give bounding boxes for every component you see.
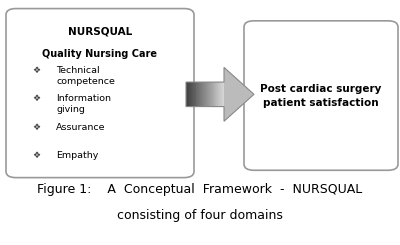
FancyBboxPatch shape <box>244 21 398 170</box>
Polygon shape <box>186 82 187 107</box>
Polygon shape <box>192 82 193 107</box>
Polygon shape <box>221 82 222 107</box>
Polygon shape <box>214 82 216 107</box>
Polygon shape <box>206 82 207 107</box>
Polygon shape <box>190 82 191 107</box>
Polygon shape <box>220 82 221 107</box>
Text: consisting of four domains: consisting of four domains <box>117 209 283 222</box>
Polygon shape <box>213 82 214 107</box>
Text: Figure 1:    A  Conceptual  Framework  -  NURSQUAL: Figure 1: A Conceptual Framework - NURSQ… <box>37 183 363 196</box>
Polygon shape <box>194 82 196 107</box>
Polygon shape <box>224 67 254 121</box>
Polygon shape <box>212 82 213 107</box>
Polygon shape <box>223 82 224 107</box>
Polygon shape <box>201 82 202 107</box>
Text: ❖: ❖ <box>32 122 40 132</box>
Polygon shape <box>211 82 212 107</box>
Text: Empathy: Empathy <box>56 151 98 160</box>
Polygon shape <box>196 82 198 107</box>
Polygon shape <box>207 82 208 107</box>
Polygon shape <box>216 82 217 107</box>
Polygon shape <box>193 82 194 107</box>
Text: Quality Nursing Care: Quality Nursing Care <box>42 49 158 59</box>
Text: Information
giving: Information giving <box>56 94 111 114</box>
Polygon shape <box>205 82 206 107</box>
FancyBboxPatch shape <box>6 9 194 178</box>
Text: Technical
competence: Technical competence <box>56 66 115 86</box>
Polygon shape <box>198 82 199 107</box>
Polygon shape <box>189 82 190 107</box>
Polygon shape <box>222 82 223 107</box>
Polygon shape <box>188 82 189 107</box>
Text: Post cardiac surgery
patient satisfaction: Post cardiac surgery patient satisfactio… <box>260 84 382 108</box>
Polygon shape <box>219 82 220 107</box>
Polygon shape <box>191 82 192 107</box>
Polygon shape <box>200 82 201 107</box>
Text: Assurance: Assurance <box>56 122 106 132</box>
Polygon shape <box>199 82 200 107</box>
Polygon shape <box>209 82 210 107</box>
Polygon shape <box>187 82 188 107</box>
Text: ❖: ❖ <box>32 151 40 160</box>
Polygon shape <box>202 82 203 107</box>
Polygon shape <box>210 82 211 107</box>
Polygon shape <box>217 82 218 107</box>
Polygon shape <box>204 82 205 107</box>
Text: NURSQUAL: NURSQUAL <box>68 27 132 37</box>
Polygon shape <box>208 82 209 107</box>
Text: ❖: ❖ <box>32 66 40 75</box>
Text: ❖: ❖ <box>32 94 40 103</box>
Polygon shape <box>203 82 204 107</box>
Polygon shape <box>218 82 219 107</box>
